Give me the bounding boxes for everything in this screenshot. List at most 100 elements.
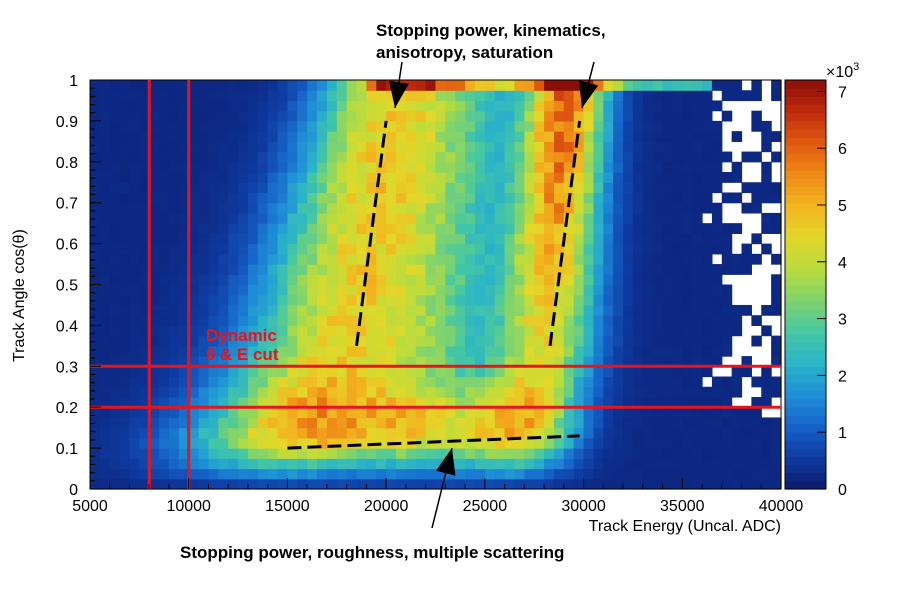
heatmap-cell	[494, 172, 506, 183]
heatmap-cell	[297, 274, 308, 286]
heatmap-cell	[623, 141, 634, 153]
heatmap-cell	[672, 161, 683, 173]
heatmap-cell	[672, 407, 683, 419]
heatmap-cell	[228, 448, 239, 459]
heatmap-cell	[99, 80, 111, 91]
heatmap-cell	[326, 294, 338, 306]
heatmap-cell	[386, 90, 397, 102]
heatmap-cell	[494, 274, 506, 286]
heatmap-cell	[544, 192, 555, 204]
heatmap-cell	[682, 458, 693, 470]
heatmap-cell	[593, 345, 604, 357]
heatmap-cell	[178, 315, 190, 326]
heatmap-cell	[405, 264, 417, 275]
heatmap-cell	[613, 80, 624, 91]
heatmap-cell	[672, 192, 683, 204]
heatmap-cell	[297, 417, 308, 429]
heatmap-cell	[208, 458, 219, 470]
heatmap-cell	[119, 294, 131, 306]
heatmap-cell	[109, 141, 121, 153]
heatmap-cell	[474, 202, 486, 214]
heatmap-cell	[198, 448, 210, 459]
heatmap-cell	[396, 264, 407, 275]
heatmap-cell	[257, 366, 269, 378]
heatmap-cell	[662, 427, 674, 439]
heatmap-cell	[721, 458, 733, 470]
heatmap-cell	[494, 345, 506, 357]
heatmap-cell	[435, 192, 446, 204]
heatmap-cell	[119, 284, 131, 296]
heatmap-cell	[445, 304, 456, 316]
heatmap-cell	[326, 407, 338, 419]
heatmap-cell	[662, 294, 674, 306]
heatmap-cell	[652, 386, 664, 398]
heatmap-cell	[623, 110, 634, 122]
heatmap-cell	[396, 141, 407, 153]
heatmap-cell	[267, 110, 279, 122]
heatmap-cell	[603, 366, 614, 378]
heatmap-cell	[188, 294, 200, 306]
heatmap-cell	[287, 468, 298, 480]
heatmap-cell	[672, 202, 683, 214]
heatmap-cell	[178, 264, 190, 275]
heatmap-cell	[178, 161, 190, 173]
heatmap-cell	[662, 468, 674, 480]
heatmap-cell	[139, 396, 150, 408]
heatmap-cell	[583, 458, 595, 470]
heatmap-cell	[228, 243, 239, 255]
heatmap-cell	[149, 243, 160, 255]
heatmap-cell	[524, 212, 535, 224]
heatmap-cell	[692, 396, 703, 408]
heatmap-cell	[287, 376, 298, 388]
heatmap-cell	[553, 212, 565, 224]
heatmap-cell	[731, 366, 743, 378]
heatmap-cell	[277, 427, 289, 439]
heatmap-cell	[771, 90, 782, 102]
heatmap-cell	[623, 396, 634, 408]
heatmap-cell	[247, 448, 259, 459]
heatmap-cell	[484, 110, 496, 122]
heatmap-cell	[149, 468, 160, 480]
heatmap-cell	[99, 437, 111, 449]
heatmap-cell	[623, 100, 634, 112]
heatmap-cell	[415, 274, 427, 286]
heatmap-cell	[711, 243, 723, 255]
heatmap-cell	[613, 304, 624, 316]
heatmap-cell	[415, 151, 427, 163]
heatmap-cell	[494, 131, 506, 142]
heatmap-cell	[563, 110, 575, 122]
heatmap-cell	[336, 110, 348, 122]
heatmap-cell	[524, 233, 535, 245]
heatmap-cell	[583, 396, 595, 408]
heatmap-cell	[563, 120, 575, 132]
heatmap-cell	[721, 396, 733, 408]
heatmap-cell	[198, 233, 210, 245]
heatmap-cell	[672, 233, 683, 245]
heatmap-cell	[553, 325, 565, 337]
heatmap-cell	[553, 223, 565, 234]
heatmap-cell	[218, 345, 229, 357]
heatmap-cell	[692, 315, 703, 326]
heatmap-cell	[188, 315, 200, 326]
heatmap-cell	[731, 192, 743, 204]
heatmap-cell	[435, 356, 446, 367]
colorbar-step	[785, 341, 826, 351]
heatmap-cell	[109, 264, 121, 275]
heatmap-cell	[504, 427, 516, 439]
heatmap-cell	[544, 325, 555, 337]
heatmap-cell	[366, 468, 377, 480]
heatmap-cell	[168, 427, 180, 439]
heatmap-cell	[435, 458, 446, 470]
heatmap-cell	[178, 478, 190, 490]
heatmap-cell	[247, 100, 259, 112]
heatmap-cell	[711, 396, 723, 408]
heatmap-cell	[228, 264, 239, 275]
heatmap-cell	[346, 427, 358, 439]
heatmap-cell	[702, 243, 713, 255]
heatmap-cell	[702, 120, 713, 132]
arrow-top-right-head	[578, 80, 599, 108]
heatmap-cell	[544, 172, 555, 183]
heatmap-cell	[573, 151, 585, 163]
heatmap-cell	[326, 437, 338, 449]
heatmap-cell	[129, 458, 140, 470]
